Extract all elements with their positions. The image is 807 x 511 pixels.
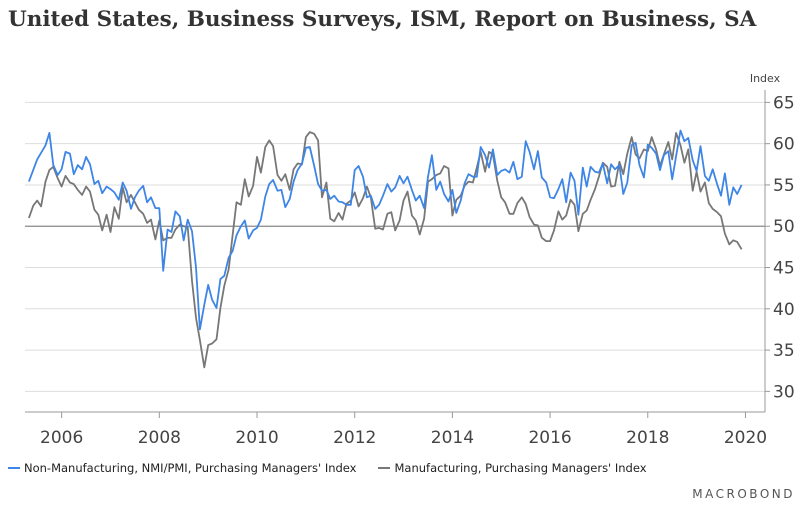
y-tick-label-50: 50 xyxy=(773,217,795,237)
y-tick-label-35: 35 xyxy=(773,341,795,361)
x-tick-label-2008: 2008 xyxy=(138,428,181,448)
x-tick-label-2012: 2012 xyxy=(333,428,376,448)
chart-title: United States, Business Surveys, ISM, Re… xyxy=(8,7,757,32)
x-tick-label-2016: 2016 xyxy=(528,428,571,448)
legend-swatch-manufacturing xyxy=(378,467,391,469)
x-tick-label-2018: 2018 xyxy=(626,428,669,448)
y-tick-label-65: 65 xyxy=(773,93,795,113)
x-tick-label-2020: 2020 xyxy=(724,428,767,448)
y-tick-label-40: 40 xyxy=(773,300,795,320)
legend-item-non-manufacturing: Non-Manufacturing, NMI/PMI, Purchasing M… xyxy=(8,461,356,475)
x-axis-ticks: 2006 2008 2010 2012 2014 2016 2018 2020 xyxy=(25,411,767,448)
legend-label-manufacturing: Manufacturing, Purchasing Managers' Inde… xyxy=(394,461,647,475)
x-tick-label-2010: 2010 xyxy=(235,428,278,448)
y-tick-label-55: 55 xyxy=(773,176,795,196)
y-tick-label-30: 30 xyxy=(773,382,795,402)
legend-item-manufacturing: Manufacturing, Purchasing Managers' Inde… xyxy=(378,461,647,475)
legend-label-non-manufacturing: Non-Manufacturing, NMI/PMI, Purchasing M… xyxy=(24,461,357,475)
x-tick-label-2014: 2014 xyxy=(431,428,474,448)
y-axis-label: Index xyxy=(750,72,781,85)
y-tick-label-45: 45 xyxy=(773,259,795,279)
series-line-manufacturing xyxy=(28,131,743,369)
y-axis-ticks: 30 35 40 45 50 55 60 65 xyxy=(764,90,795,412)
brand-logo: MACROBOND xyxy=(692,487,795,501)
series-line-non-manufacturing xyxy=(28,129,743,331)
x-tick-label-2006: 2006 xyxy=(40,428,83,448)
grid-lines xyxy=(25,101,765,392)
y-tick-label-60: 60 xyxy=(773,135,795,155)
legend: Non-Manufacturing, NMI/PMI, Purchasing M… xyxy=(8,461,669,475)
series-lines xyxy=(28,129,743,369)
legend-swatch-non-manufacturing xyxy=(8,467,20,469)
